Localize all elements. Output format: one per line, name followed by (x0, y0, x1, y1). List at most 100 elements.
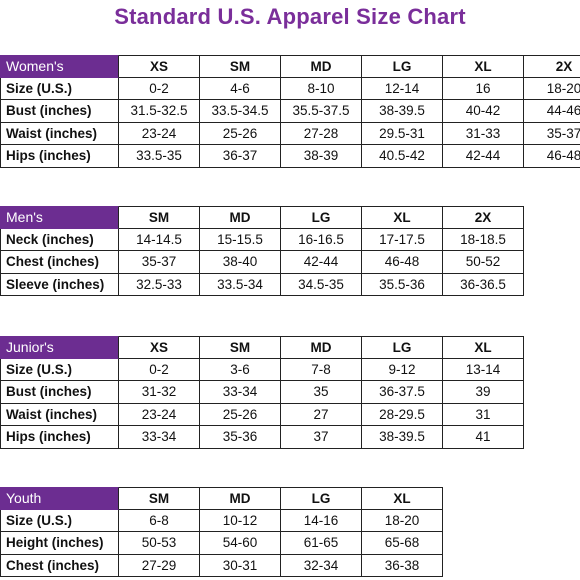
size-header: LG (362, 336, 443, 359)
row-label: Sleeve (inches) (0, 273, 119, 296)
table-cell: 30-31 (200, 554, 281, 577)
row-label: Neck (inches) (0, 228, 119, 251)
table-row: Sleeve (inches) 32.5-33 33.5-34 34.5-35 … (0, 273, 524, 296)
page-title: Standard U.S. Apparel Size Chart (114, 4, 466, 29)
table-cell: 42-44 (443, 145, 524, 168)
table-header-row: Men's SM MD LG XL 2X (0, 206, 524, 229)
table-cell: 31-32 (119, 381, 200, 404)
table-cell: 33-34 (119, 426, 200, 449)
table-cell: 38-39.5 (362, 426, 443, 449)
table-cell: 28-29.5 (362, 403, 443, 426)
table-cell: 35-37 (119, 251, 200, 274)
table-cell: 33-34 (200, 381, 281, 404)
table-cell: 33.5-34 (200, 273, 281, 296)
table-cell: 7-8 (281, 358, 362, 381)
table-cell: 31.5-32.5 (119, 100, 200, 123)
women-table-title: Women's (0, 55, 119, 78)
table-cell: 17-17.5 (362, 228, 443, 251)
table-cell: 16 (443, 77, 524, 100)
table-row: Waist (inches) 23-24 25-26 27 28-29.5 31 (0, 403, 524, 426)
table-cell: 18-20 (362, 509, 443, 532)
table-row: Bust (inches) 31-32 33-34 35 36-37.5 39 (0, 381, 524, 404)
table-cell: 10-12 (200, 509, 281, 532)
table-cell: 27 (281, 403, 362, 426)
size-header: XS (119, 336, 200, 359)
row-label: Waist (inches) (0, 122, 119, 145)
size-header: XS (119, 55, 200, 78)
table-row: Chest (inches) 27-29 30-31 32-34 36-38 (0, 554, 443, 577)
size-header: LG (281, 206, 362, 229)
table-row: Size (U.S.) 0-2 3-6 7-8 9-12 13-14 (0, 358, 524, 381)
row-label: Waist (inches) (0, 403, 119, 426)
size-header: SM (200, 336, 281, 359)
table-cell: 23-24 (119, 403, 200, 426)
table-cell: 14-14.5 (119, 228, 200, 251)
table-cell: 54-60 (200, 532, 281, 555)
table-row: Size (U.S.) 6-8 10-12 14-16 18-20 (0, 509, 443, 532)
table-cell: 38-40 (200, 251, 281, 274)
table-cell: 65-68 (362, 532, 443, 555)
table-cell: 18-20 (524, 78, 580, 100)
table-cell: 16-16.5 (281, 228, 362, 251)
table-row: Size (U.S.) 0-2 4-6 8-10 12-14 16 18-20 (0, 77, 580, 100)
table-cell: 25-26 (200, 403, 281, 426)
men-size-table: Men's SM MD LG XL 2X Neck (inches) 14-14… (0, 206, 524, 296)
table-header-row: Women's XS SM MD LG XL 2X (0, 55, 580, 78)
table-cell: 9-12 (362, 358, 443, 381)
table-cell: 29.5-31 (362, 122, 443, 145)
table-cell: 36-36.5 (443, 273, 524, 296)
table-cell: 33.5-34.5 (200, 100, 281, 123)
size-header: SM (200, 55, 281, 78)
table-cell: 12-14 (362, 77, 443, 100)
row-label: Height (inches) (0, 532, 119, 555)
table-cell: 4-6 (200, 77, 281, 100)
table-header-row: Junior's XS SM MD LG XL (0, 336, 524, 359)
table-cell: 23-24 (119, 122, 200, 145)
row-label: Chest (inches) (0, 554, 119, 577)
size-header: MD (200, 206, 281, 229)
size-header: LG (281, 487, 362, 510)
table-cell: 27-29 (119, 554, 200, 577)
table-row: Chest (inches) 35-37 38-40 42-44 46-48 5… (0, 251, 524, 274)
table-row: Bust (inches) 31.5-32.5 33.5-34.5 35.5-3… (0, 100, 580, 123)
table-cell: 37 (281, 426, 362, 449)
table-cell: 32.5-33 (119, 273, 200, 296)
table-cell: 8-10 (281, 77, 362, 100)
table-cell: 35.5-36 (362, 273, 443, 296)
table-row: Hips (inches) 33-34 35-36 37 38-39.5 41 (0, 426, 524, 449)
row-label: Size (U.S.) (0, 77, 119, 100)
row-label: Chest (inches) (0, 251, 119, 274)
table-row: Waist (inches) 23-24 25-26 27-28 29.5-31… (0, 122, 580, 145)
row-label: Size (U.S.) (0, 509, 119, 532)
table-cell: 35-37 (524, 123, 580, 145)
table-row: Height (inches) 50-53 54-60 61-65 65-68 (0, 532, 443, 555)
table-cell: 3-6 (200, 358, 281, 381)
table-cell: 40.5-42 (362, 145, 443, 168)
size-header: XL (443, 55, 524, 78)
junior-table-title: Junior's (0, 336, 119, 359)
table-cell: 46-48 (524, 145, 580, 168)
size-header: MD (281, 55, 362, 78)
table-cell: 36-38 (362, 554, 443, 577)
table-cell: 61-65 (281, 532, 362, 555)
table-cell: 38-39.5 (362, 100, 443, 123)
table-row: Neck (inches) 14-14.5 15-15.5 16-16.5 17… (0, 228, 524, 251)
table-cell: 50-53 (119, 532, 200, 555)
table-cell: 35-36 (200, 426, 281, 449)
size-header: MD (281, 336, 362, 359)
junior-size-table: Junior's XS SM MD LG XL Size (U.S.) 0-2 … (0, 336, 524, 449)
table-row: Hips (inches) 33.5-35 36-37 38-39 40.5-4… (0, 145, 580, 168)
men-table-title: Men's (0, 206, 119, 229)
size-header: MD (200, 487, 281, 510)
size-header: XL (362, 206, 443, 229)
table-cell: 13-14 (443, 358, 524, 381)
table-cell: 44-46 (524, 100, 580, 123)
table-cell: 34.5-35 (281, 273, 362, 296)
table-cell: 6-8 (119, 509, 200, 532)
row-label: Bust (inches) (0, 381, 119, 404)
row-label: Hips (inches) (0, 145, 119, 168)
table-cell: 38-39 (281, 145, 362, 168)
table-cell: 50-52 (443, 251, 524, 274)
table-cell: 39 (443, 381, 524, 404)
table-cell: 0-2 (119, 77, 200, 100)
